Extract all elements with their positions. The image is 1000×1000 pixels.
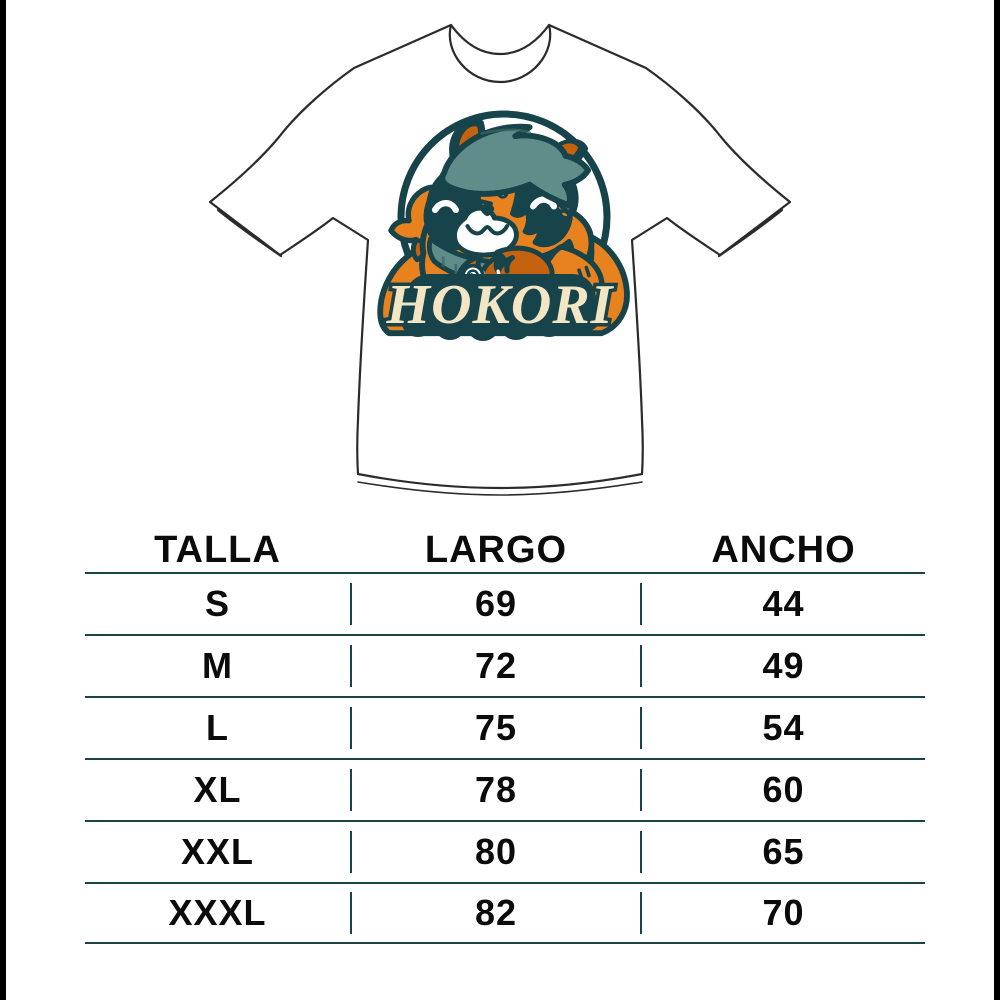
svg-text:HOKORI: HOKORI: [386, 274, 615, 336]
